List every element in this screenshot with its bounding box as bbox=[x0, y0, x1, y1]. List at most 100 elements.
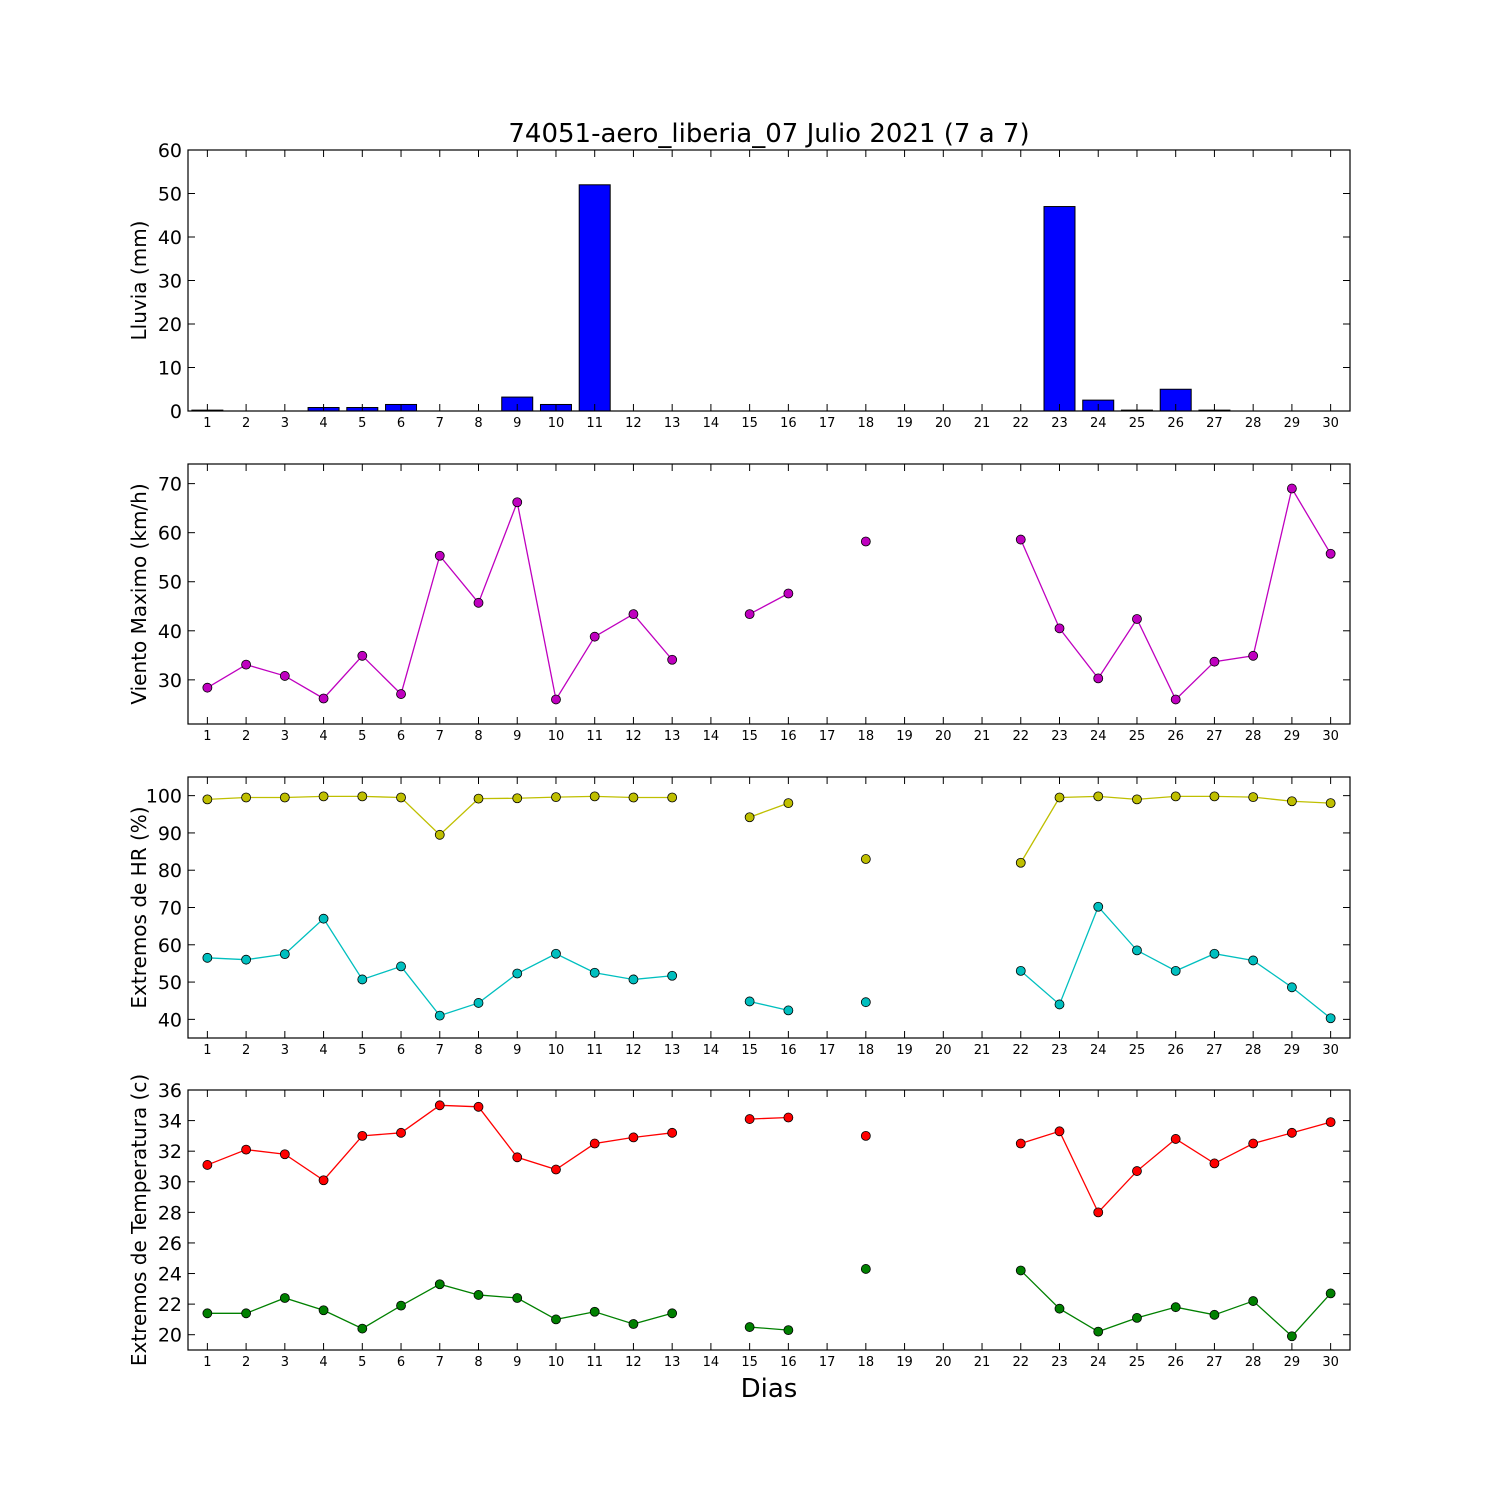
y-tick-label: 40 bbox=[158, 227, 182, 249]
x-tick-label: 12 bbox=[625, 1043, 642, 1058]
x-tick-label: 19 bbox=[896, 729, 913, 744]
y-tick-label: 50 bbox=[158, 184, 182, 206]
chart-title: 74051-aero_liberia_07 Julio 2021 (7 a 7) bbox=[508, 119, 1029, 149]
bar-day-11 bbox=[578, 184, 611, 412]
x-tick-label: 26 bbox=[1167, 416, 1184, 431]
point-series-2-day-25 bbox=[1132, 945, 1142, 956]
x-tick-label: 10 bbox=[548, 416, 565, 431]
x-tick-label: 28 bbox=[1245, 1355, 1262, 1370]
x-tick-label: 23 bbox=[1051, 729, 1068, 744]
x-tick-label: 9 bbox=[513, 416, 521, 431]
point-series-1-day-24 bbox=[1093, 791, 1104, 802]
y-axis-label: Lluvia (mm) bbox=[127, 221, 151, 341]
x-tick-label: 26 bbox=[1167, 1355, 1184, 1370]
x-tick-label: 18 bbox=[858, 1043, 875, 1058]
plot-frame bbox=[187, 463, 1351, 725]
point-series-1-day-6 bbox=[396, 1127, 406, 1138]
x-tick-label: 25 bbox=[1129, 1043, 1146, 1058]
x-tick-label: 25 bbox=[1129, 416, 1146, 431]
x-tick-label: 29 bbox=[1284, 1043, 1301, 1058]
x-tick-label: 22 bbox=[1012, 729, 1029, 744]
point-series-1-day-15 bbox=[744, 1114, 755, 1124]
point-series-1-day-28 bbox=[1248, 650, 1259, 661]
series-1-line bbox=[207, 499, 673, 702]
point-series-2-day-23 bbox=[1054, 999, 1065, 1010]
x-tick-label: 8 bbox=[474, 1043, 482, 1058]
y-tick-label: 60 bbox=[158, 140, 182, 162]
point-series-2-day-7 bbox=[434, 1010, 445, 1021]
x-tick-label: 11 bbox=[586, 416, 603, 431]
point-series-2-day-27 bbox=[1209, 948, 1220, 959]
x-tick-label: 1 bbox=[203, 729, 211, 744]
x-tick-label: 7 bbox=[436, 1355, 444, 1370]
plot-frame bbox=[187, 149, 1351, 412]
x-tick-label: 5 bbox=[358, 1355, 366, 1370]
x-tick-label: 10 bbox=[548, 729, 565, 744]
x-tick-label: 21 bbox=[974, 416, 991, 431]
point-series-1-day-13 bbox=[667, 1127, 678, 1138]
x-tick-label: 23 bbox=[1051, 416, 1068, 431]
point-series-2-day-13 bbox=[667, 1308, 678, 1319]
point-series-1-day-12 bbox=[628, 609, 639, 620]
point-series-2-day-24 bbox=[1093, 1326, 1104, 1337]
x-tick-label: 8 bbox=[474, 416, 482, 431]
x-tick-label: 11 bbox=[586, 1355, 603, 1370]
point-series-1-day-10 bbox=[551, 694, 561, 705]
x-tick-label: 14 bbox=[703, 1043, 720, 1058]
x-tick-label: 14 bbox=[703, 729, 720, 744]
y-tick-label: 10 bbox=[158, 358, 182, 380]
point-series-1-day-18 bbox=[860, 536, 871, 547]
point-series-1-day-4 bbox=[318, 1175, 329, 1186]
x-tick-label: 20 bbox=[935, 1043, 952, 1058]
x-tick-label: 12 bbox=[625, 416, 642, 431]
x-tick-label: 10 bbox=[548, 1355, 565, 1370]
point-series-2-day-10 bbox=[551, 948, 561, 959]
point-series-2-day-15 bbox=[744, 996, 755, 1007]
x-tick-label: 14 bbox=[703, 416, 720, 431]
y-tick-label: 22 bbox=[158, 1294, 182, 1316]
point-series-2-day-22 bbox=[1015, 965, 1026, 976]
point-series-1-day-11 bbox=[589, 1138, 600, 1149]
y-axis-label: Extremos de HR (%) bbox=[127, 806, 151, 1008]
x-tick-label: 26 bbox=[1167, 729, 1184, 744]
point-series-2-day-6 bbox=[396, 961, 406, 972]
x-tick-label: 6 bbox=[397, 1043, 405, 1058]
point-series-2-day-7 bbox=[434, 1279, 445, 1290]
point-series-1-day-26 bbox=[1170, 1134, 1181, 1144]
y-tick-label: 30 bbox=[158, 670, 182, 692]
point-series-1-day-26 bbox=[1170, 694, 1181, 705]
x-tick-label: 22 bbox=[1012, 416, 1029, 431]
x-tick-label: 30 bbox=[1322, 729, 1339, 744]
point-series-1-day-12 bbox=[628, 792, 639, 803]
x-tick-label: 28 bbox=[1245, 1043, 1262, 1058]
y-axis-label: Viento Maximo (km/h) bbox=[127, 483, 151, 704]
x-tick-label: 11 bbox=[586, 1043, 603, 1058]
y-tick-label: 50 bbox=[158, 572, 182, 594]
y-tick-label: 70 bbox=[158, 898, 182, 920]
x-tick-label: 16 bbox=[780, 1043, 797, 1058]
x-tick-label: 21 bbox=[974, 729, 991, 744]
series-2-line bbox=[1020, 905, 1332, 1019]
point-series-1-day-23 bbox=[1054, 623, 1065, 634]
x-tick-label: 13 bbox=[664, 729, 681, 744]
x-tick-label: 27 bbox=[1206, 1355, 1223, 1370]
series-1-line bbox=[207, 1104, 673, 1182]
x-tick-label: 17 bbox=[819, 1043, 836, 1058]
point-series-1-day-8 bbox=[473, 1101, 484, 1112]
y-tick-label: 80 bbox=[158, 860, 182, 882]
y-tick-label: 30 bbox=[158, 271, 182, 293]
x-tick-label: 20 bbox=[935, 729, 952, 744]
x-tick-label: 16 bbox=[780, 729, 797, 744]
x-tick-label: 24 bbox=[1090, 729, 1107, 744]
series-1-line bbox=[1020, 486, 1332, 701]
y-tick-label: 100 bbox=[146, 786, 182, 808]
x-tick-label: 28 bbox=[1245, 729, 1262, 744]
point-series-2-day-30 bbox=[1325, 1013, 1336, 1024]
point-series-1-day-24 bbox=[1093, 673, 1104, 684]
point-series-2-day-4 bbox=[318, 1305, 329, 1316]
series-1-line bbox=[749, 1116, 789, 1120]
point-series-2-day-15 bbox=[744, 1322, 755, 1332]
